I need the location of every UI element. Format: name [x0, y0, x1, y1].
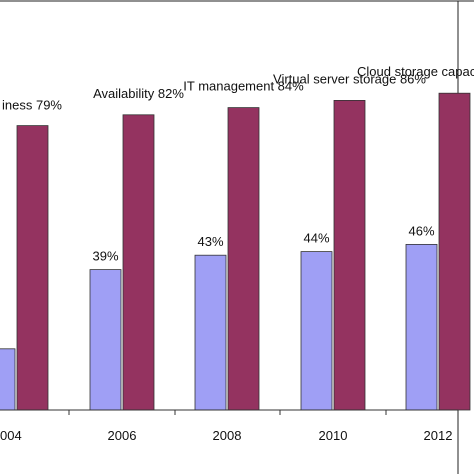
- bar-lower-2012: [405, 243, 438, 411]
- bar-upper-2008: [227, 107, 260, 411]
- labels-layer: iness 79% 39% Availability 82% 43% IT manage…: [2, 64, 474, 263]
- bar-upper-2010: [333, 100, 366, 411]
- x-tick-label-2004: 004: [0, 428, 22, 443]
- bar-lower-2006: [89, 269, 122, 411]
- data-label-upper-2004: iness 79%: [2, 98, 62, 113]
- bar-lower-2008: [194, 254, 227, 411]
- bars-layer: [0, 92, 471, 411]
- bar-lower-2010: [300, 251, 333, 411]
- bar-upper-2012: [438, 92, 471, 411]
- x-tick-label-2012: 2012: [424, 428, 453, 443]
- data-label-upper-2006: Availability 82%: [93, 86, 184, 101]
- x-tick-label-2008: 2008: [213, 428, 242, 443]
- data-label-upper-2012: Cloud storage capac: [357, 64, 474, 79]
- data-label-upper-2010: Virtual server storage 86%: [273, 71, 426, 86]
- bar-upper-2006: [122, 114, 155, 411]
- bar-lower-2004: [0, 348, 16, 411]
- x-ticks-layer: 004 2006 2008 2010 2012: [0, 410, 453, 443]
- bar-upper-2004: [16, 125, 49, 411]
- x-tick-label-2010: 2010: [319, 428, 348, 443]
- data-label-upper-2008: IT management 84%: [183, 79, 304, 94]
- data-label-lower-2012: 46%: [408, 223, 434, 238]
- data-label-lower-2010: 44%: [303, 231, 329, 246]
- data-label-lower-2008: 43%: [197, 234, 223, 249]
- data-label-lower-2006: 39%: [92, 249, 118, 264]
- x-tick-label-2006: 2006: [108, 428, 137, 443]
